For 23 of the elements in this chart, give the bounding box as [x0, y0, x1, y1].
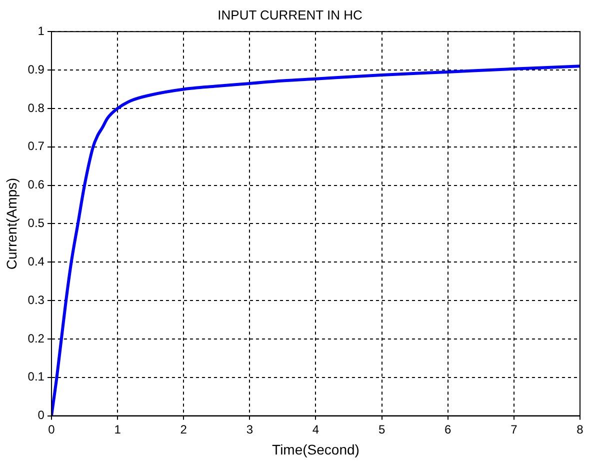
y-tick-label: 0.4	[28, 254, 45, 268]
x-tick-label: 2	[180, 422, 188, 436]
x-tick-label: 6	[444, 422, 452, 436]
x-tick-label: 8	[576, 422, 584, 436]
y-tick-label: 1	[38, 24, 45, 38]
y-tick-label: 0.1	[28, 370, 45, 384]
x-tick-label: 1	[114, 422, 122, 436]
y-tick-label: 0.3	[28, 292, 45, 307]
y-tick-label: 0.8	[28, 100, 45, 115]
y-tick-label: 0.9	[28, 62, 45, 76]
y-tick-label: 0.6	[28, 178, 45, 192]
x-tick-label: 3	[246, 422, 254, 436]
y-tick-label: 0.5	[28, 216, 45, 230]
x-axis-title: Time(Second)	[272, 441, 360, 458]
chart-title: INPUT CURRENT IN HC	[218, 7, 362, 22]
x-tick-label: 5	[378, 422, 386, 436]
x-tick-label: 0	[48, 422, 56, 436]
y-tick-label: 0.7	[28, 139, 45, 154]
y-axis-title: Current(Amps)	[3, 178, 20, 270]
x-tick-label: 4	[312, 422, 320, 436]
y-tick-label: 0	[38, 408, 45, 422]
x-tick-label: 7	[510, 422, 518, 436]
y-tick-label: 0.2	[28, 331, 45, 346]
